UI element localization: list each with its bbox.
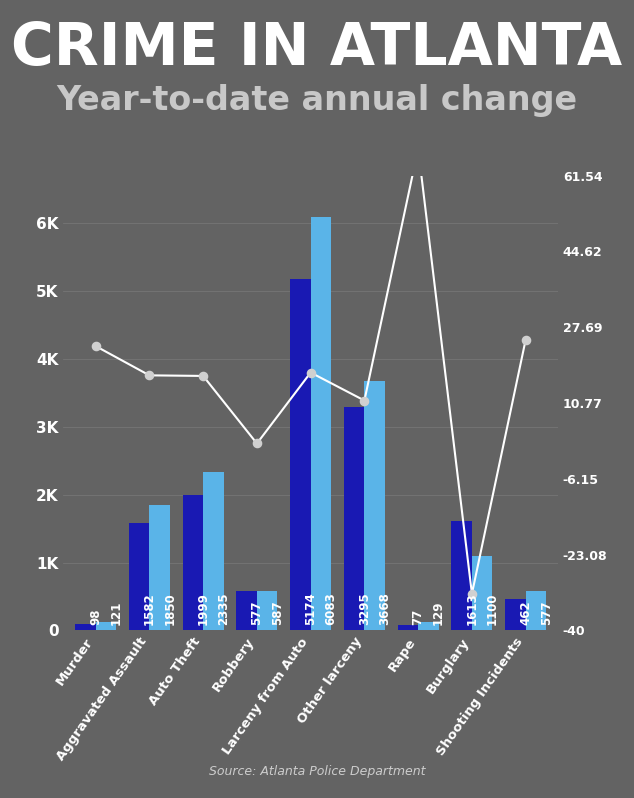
Text: 1999: 1999 <box>197 592 210 625</box>
Text: 462: 462 <box>519 600 532 625</box>
Bar <box>75 624 96 630</box>
Bar <box>183 495 203 630</box>
Bar <box>236 591 257 630</box>
Point <box>467 587 477 600</box>
Text: 3295: 3295 <box>358 592 371 625</box>
Bar <box>311 217 331 630</box>
Text: 6083: 6083 <box>325 592 337 625</box>
Text: 3668: 3668 <box>378 592 391 625</box>
Text: 2335: 2335 <box>217 592 230 625</box>
Text: 577: 577 <box>250 600 263 625</box>
Text: Source: Atlanta Police Department: Source: Atlanta Police Department <box>209 765 425 778</box>
Bar <box>129 523 150 630</box>
Bar <box>96 622 116 630</box>
Bar <box>290 279 311 630</box>
Text: 587: 587 <box>271 600 284 625</box>
Point <box>91 340 101 353</box>
Bar <box>150 505 170 630</box>
Text: Year-to-date annual change: Year-to-date annual change <box>56 84 578 117</box>
Text: 1850: 1850 <box>164 592 176 625</box>
Text: 1100: 1100 <box>486 592 499 625</box>
Text: 5174: 5174 <box>304 592 317 625</box>
Text: 77: 77 <box>411 609 425 625</box>
Point <box>198 369 208 382</box>
Point <box>145 369 155 381</box>
Bar <box>418 622 439 630</box>
Text: 1613: 1613 <box>465 592 479 625</box>
Text: 121: 121 <box>110 601 122 625</box>
Point <box>359 394 370 407</box>
Bar <box>257 591 277 630</box>
Bar <box>203 472 224 630</box>
Point <box>413 142 424 155</box>
Bar <box>344 407 365 630</box>
Text: 577: 577 <box>540 600 553 625</box>
Bar <box>451 521 472 630</box>
Text: 1582: 1582 <box>143 592 156 625</box>
Bar <box>472 555 493 630</box>
Text: 129: 129 <box>432 600 445 625</box>
Text: 98: 98 <box>89 609 102 625</box>
Point <box>252 437 262 450</box>
Bar <box>398 625 418 630</box>
Point <box>306 366 316 379</box>
Bar <box>526 591 546 630</box>
Text: CRIME IN ATLANTA: CRIME IN ATLANTA <box>11 20 623 77</box>
Point <box>521 334 531 346</box>
Bar <box>365 381 385 630</box>
Bar <box>505 599 526 630</box>
